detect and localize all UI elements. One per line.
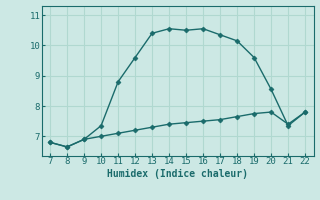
X-axis label: Humidex (Indice chaleur): Humidex (Indice chaleur)	[107, 169, 248, 179]
